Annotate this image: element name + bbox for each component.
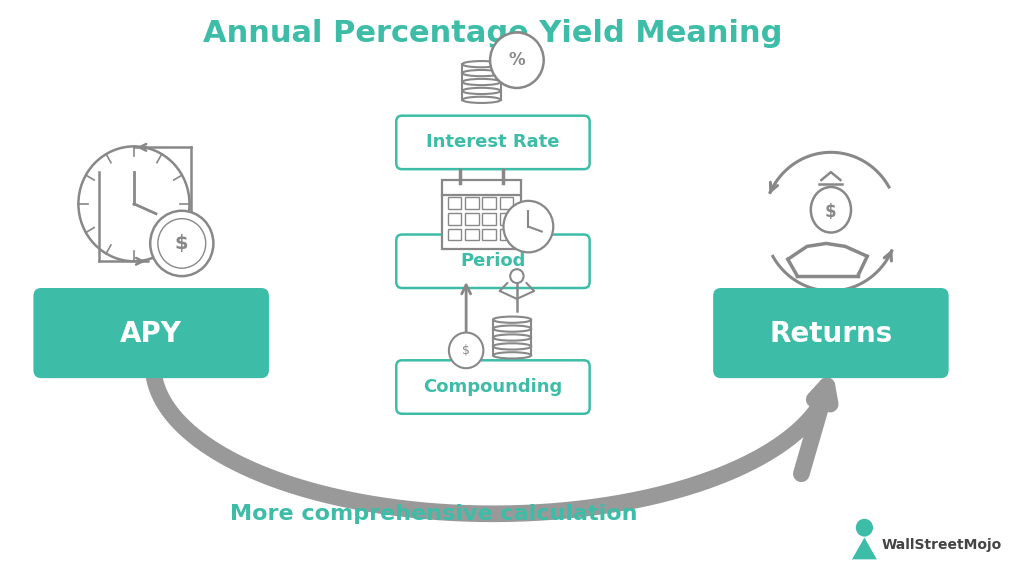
Ellipse shape: [462, 70, 501, 76]
FancyBboxPatch shape: [442, 180, 521, 249]
Text: More comprehensive calculation: More comprehensive calculation: [229, 504, 637, 524]
FancyBboxPatch shape: [396, 234, 590, 288]
FancyBboxPatch shape: [396, 116, 590, 169]
Ellipse shape: [462, 79, 501, 85]
Ellipse shape: [493, 353, 531, 358]
Text: $: $: [175, 234, 188, 253]
Text: $: $: [825, 203, 837, 221]
Text: Interest Rate: Interest Rate: [426, 134, 560, 151]
Circle shape: [158, 219, 206, 268]
Circle shape: [490, 32, 544, 88]
Ellipse shape: [462, 88, 501, 94]
Ellipse shape: [811, 187, 851, 233]
FancyBboxPatch shape: [713, 288, 948, 378]
Ellipse shape: [493, 335, 531, 340]
FancyBboxPatch shape: [34, 288, 269, 378]
Ellipse shape: [493, 325, 531, 332]
Ellipse shape: [462, 61, 501, 67]
Circle shape: [504, 201, 553, 252]
Text: WallStreetMojo: WallStreetMojo: [882, 539, 1001, 552]
Text: %: %: [509, 51, 525, 69]
Ellipse shape: [493, 343, 531, 350]
FancyBboxPatch shape: [396, 361, 590, 414]
Polygon shape: [852, 537, 877, 559]
Text: Compounding: Compounding: [423, 378, 562, 396]
Circle shape: [510, 269, 523, 283]
Ellipse shape: [462, 97, 501, 103]
Circle shape: [151, 211, 213, 276]
Circle shape: [856, 519, 873, 537]
Text: $: $: [462, 344, 470, 357]
Circle shape: [449, 332, 483, 368]
Text: Annual Percentage Yield Meaning: Annual Percentage Yield Meaning: [203, 19, 782, 48]
Text: Returns: Returns: [769, 320, 893, 347]
Text: APY: APY: [120, 320, 182, 347]
Ellipse shape: [493, 317, 531, 323]
Text: Period: Period: [460, 252, 525, 270]
